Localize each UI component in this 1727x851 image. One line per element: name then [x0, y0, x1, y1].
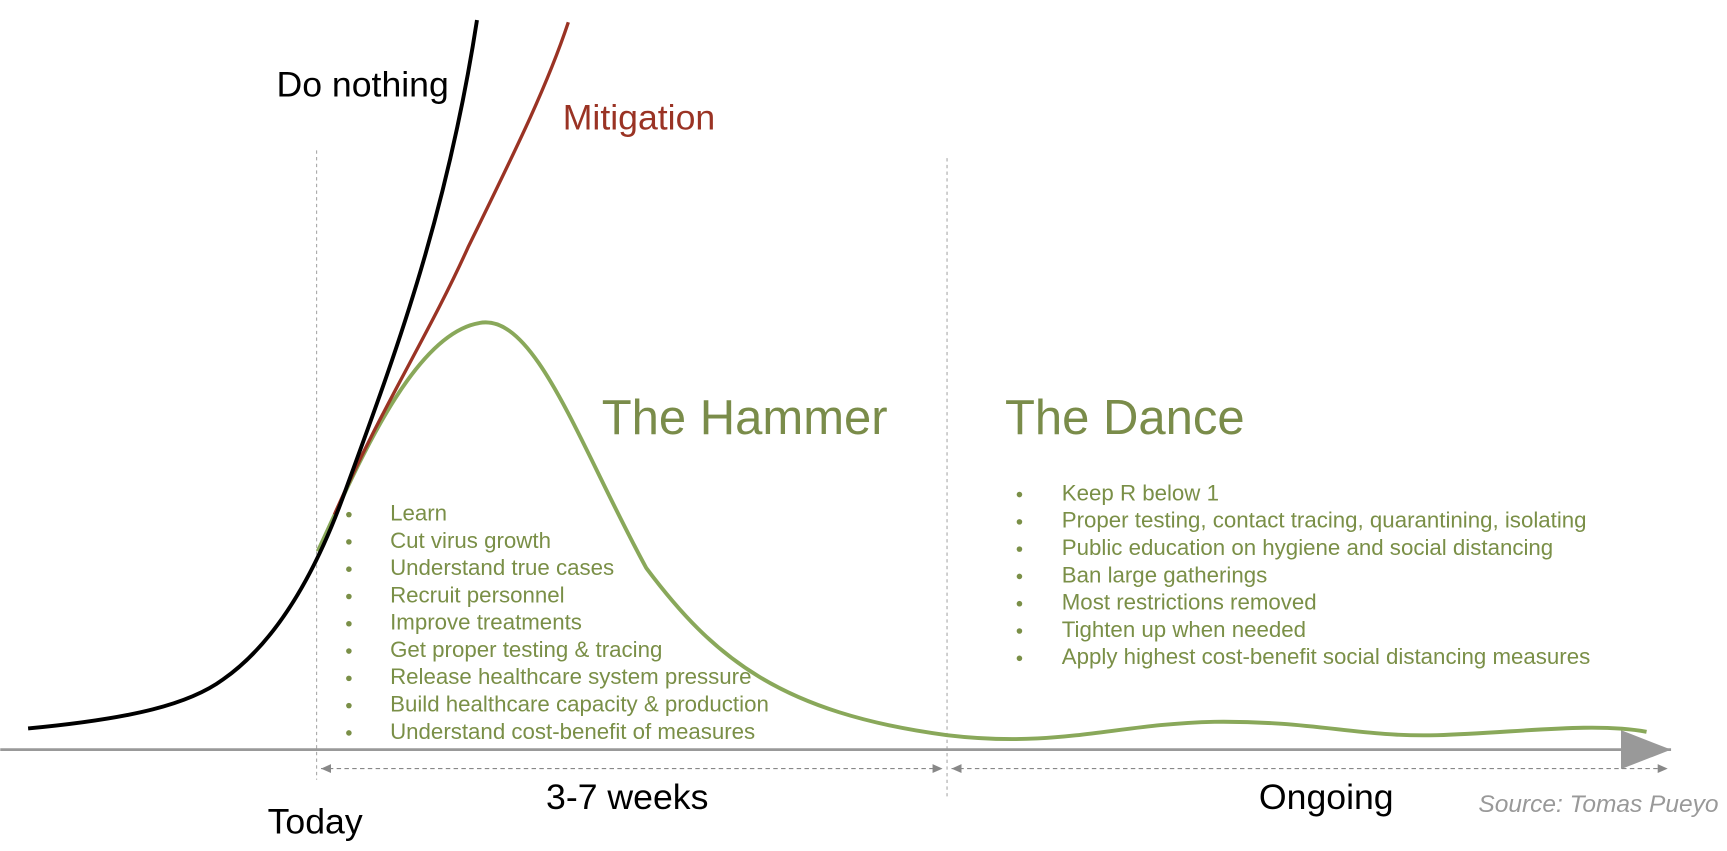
list-item: Build healthcare capacity & production: [390, 692, 769, 717]
list-item: Tighten up when needed: [1062, 617, 1306, 642]
bullet: [1016, 600, 1023, 607]
bullet: [346, 620, 352, 627]
list-item: Release healthcare system pressure: [390, 664, 751, 689]
curve-label: Do nothing: [276, 64, 448, 104]
list-item: Proper testing, contact tracing, quarant…: [1062, 508, 1587, 533]
bullet: [346, 675, 352, 682]
list-item: Learn: [390, 501, 447, 526]
source: Source: Tomas Pueyo: [1478, 791, 1718, 818]
list-item: Public education on hygiene and social d…: [1062, 535, 1553, 560]
bullet: [346, 511, 352, 518]
bullet: [346, 648, 352, 654]
list-item: Ban large gatherings: [1062, 562, 1267, 587]
phase-title: The Dance: [1005, 391, 1245, 445]
list-item: Recruit personnel: [390, 582, 565, 607]
mitigation-curve: [332, 21, 570, 516]
list-item: Most restrictions removed: [1062, 590, 1317, 615]
list-item: Understand true cases: [390, 555, 614, 580]
list-item: Cut virus growth: [390, 528, 551, 553]
list-item: Get proper testing & tracing: [390, 637, 662, 662]
timeline-label: Ongoing: [1259, 777, 1394, 817]
curve-label: Mitigation: [563, 98, 715, 138]
bullet: [346, 702, 352, 709]
bullet: [1016, 519, 1023, 525]
do-nothing-curve: [27, 19, 479, 731]
bullet: [346, 566, 352, 572]
bullet: [1016, 628, 1023, 634]
phase-title: The Hammer: [602, 391, 888, 445]
list-item: Understand cost-benefit of measures: [390, 719, 755, 744]
bullet: [1016, 546, 1023, 552]
list-item: Keep R below 1: [1062, 480, 1219, 505]
bullet: [346, 539, 352, 545]
list-item: Apply highest cost-benefit social distan…: [1062, 644, 1590, 669]
hammer-dance-curve: [315, 320, 1647, 742]
timeline-label: 3-7 weeks: [546, 777, 708, 817]
bullet: [1016, 573, 1023, 580]
bullet: [346, 730, 352, 736]
bullet: [1016, 491, 1023, 498]
bullet: [346, 593, 352, 600]
timeline-label: Today: [268, 802, 363, 842]
list-item: Improve treatments: [390, 610, 582, 635]
bullet: [1016, 655, 1023, 662]
